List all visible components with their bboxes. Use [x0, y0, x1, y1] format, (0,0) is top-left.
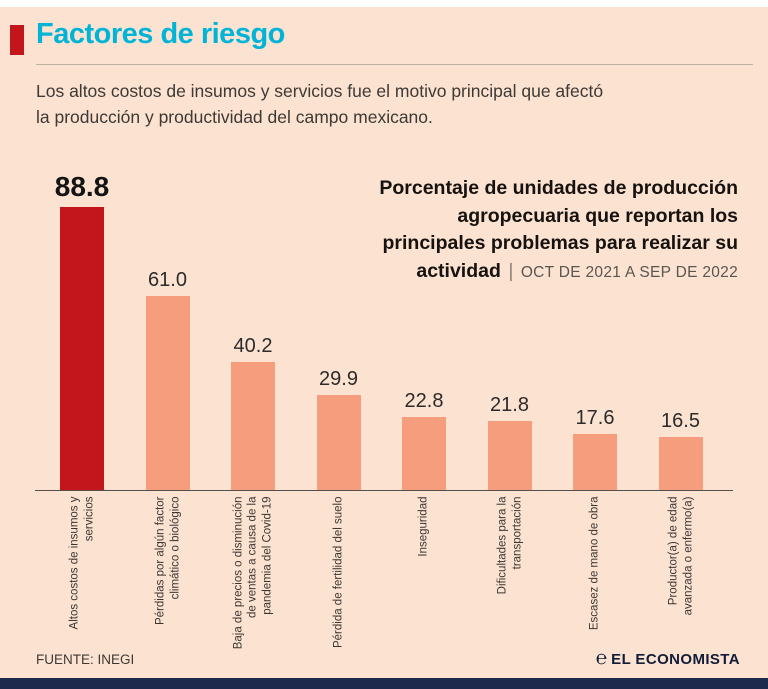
- chart-title-line: principales problemas para realizar su: [382, 232, 739, 254]
- bar-value-label: 40.2: [233, 335, 273, 357]
- bar-category-label: Productor(a) de edad avanzada o enfermo(…: [667, 496, 694, 615]
- bar-category-label: Escasez de mano de obra: [588, 496, 601, 630]
- bar-value-label: 88.8: [54, 171, 110, 202]
- bar: [658, 437, 703, 490]
- publisher-logo-text: EL ECONOMISTA: [611, 650, 740, 668]
- top-margin: [0, 0, 768, 7]
- page-title: Factores de riesgo: [36, 18, 285, 50]
- bar: [231, 362, 275, 490]
- bar: [145, 296, 190, 490]
- bar: [316, 395, 361, 490]
- bottom-bar: [0, 678, 768, 689]
- bar-highlighted: [60, 207, 104, 490]
- bar: [573, 434, 617, 490]
- x-axis-line: [35, 490, 733, 491]
- header-divider: [36, 64, 753, 65]
- bar-category-label: Dificultades para la transportación: [496, 496, 523, 594]
- bar-category-label: Pérdida de fertilidad del suelo: [332, 496, 345, 648]
- bar: [402, 417, 446, 490]
- publisher-logo: ℮ EL ECONOMISTA: [596, 648, 740, 670]
- subtitle: Los altos costos de insumos y servicios …: [36, 78, 603, 130]
- chart-title-separator: |: [508, 259, 514, 282]
- bar-value-label: 17.6: [575, 407, 615, 429]
- bar-value-label: 22.8: [404, 390, 444, 412]
- bar-value-label: 21.8: [490, 394, 529, 416]
- subtitle-line: Los altos costos de insumos y servicios …: [36, 81, 604, 101]
- chart-title-line: agropecuaria que reportan los: [457, 204, 738, 227]
- chart-period: OCT DE 2021 A SEP DE 2022: [520, 263, 738, 281]
- bar-category-label: Pérdidas por algún factor climático o bi…: [154, 496, 181, 625]
- chart-title: Porcentaje de unidades de producción agr…: [238, 175, 738, 286]
- chart-title-line: actividad | OCT DE 2021 A SEP DE 2022: [238, 258, 738, 287]
- bar: [487, 421, 532, 490]
- bar-value-label: 29.9: [319, 368, 358, 390]
- bar-category-label: Baja de precios o disminución de ventas …: [232, 496, 273, 649]
- source-label: FUENTE: INEGI: [36, 652, 135, 667]
- bar-value-label: 16.5: [661, 410, 700, 432]
- chart-title-line: Porcentaje de unidades de producción: [379, 177, 738, 199]
- title-accent-bar: [10, 25, 24, 55]
- chart-title-last-word: actividad: [416, 259, 501, 282]
- subtitle-line: la producción y productividad del campo …: [36, 107, 433, 127]
- bar-category-label: Inseguridad: [417, 496, 430, 557]
- bar-value-label: 61.0: [148, 269, 187, 291]
- bar-category-label: Altos costos de insumos y servicios: [68, 496, 95, 629]
- el-economista-logo-icon: ℮: [595, 648, 608, 669]
